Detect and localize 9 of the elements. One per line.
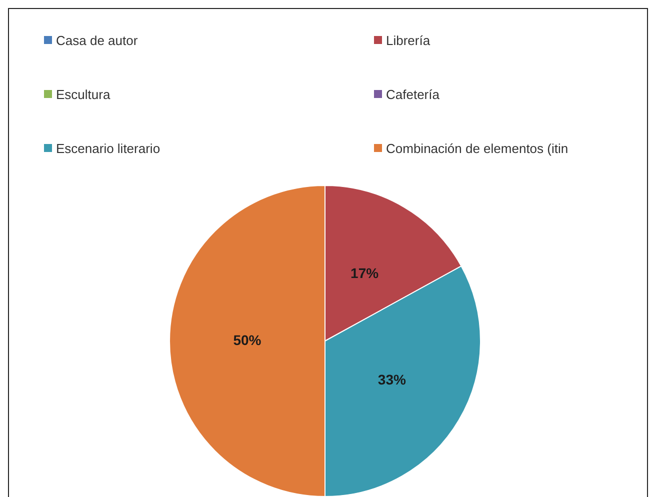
legend-label: Combinación de elementos (itin [386,140,568,156]
data-label: 50% [233,332,262,348]
legend-label: Librería [386,32,430,48]
legend-label: Casa de autor [56,32,138,48]
data-label: 33% [378,371,406,388]
data-label: 17% [350,264,380,281]
legend-label: Escenario literario [56,140,160,156]
legend-label: Cafetería [386,86,440,102]
legend-label: Escultura [56,86,110,102]
